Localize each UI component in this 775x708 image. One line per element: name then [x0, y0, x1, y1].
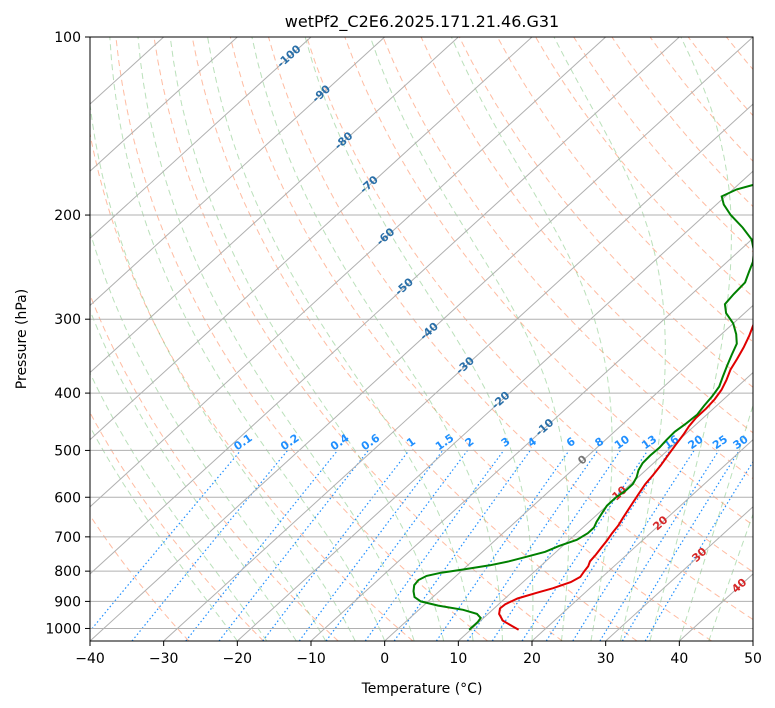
mixing-ratio-line	[466, 450, 599, 641]
moist-adiabat	[553, 37, 666, 641]
x-axis-label: Temperature (°C)	[361, 681, 483, 697]
dry-adiabat	[153, 37, 563, 641]
dewpoint-profile	[412, 183, 753, 631]
moist-adiabat	[90, 371, 268, 641]
mixing-ratio-line	[521, 450, 649, 641]
mixing-ratio-line	[491, 450, 621, 641]
dry-adiabat	[90, 411, 264, 641]
y-tick-label: 900	[54, 594, 81, 610]
isotherm-line	[531, 438, 753, 641]
mixing-ratio-line	[621, 450, 740, 641]
moist-adiabat	[649, 37, 732, 641]
isotherm-line	[90, 37, 680, 575]
y-tick-label: 600	[54, 490, 81, 506]
moist-adiabat	[678, 403, 753, 641]
mixing-ratio-line	[435, 450, 570, 641]
x-tick-label: 40	[670, 651, 688, 667]
x-tick-label: −20	[223, 651, 253, 667]
x-tick-label: −30	[149, 651, 179, 667]
x-tick-label: −40	[75, 651, 105, 667]
temperature-profile	[498, 322, 753, 631]
moist-adiabat	[90, 229, 327, 641]
mixing-ratio-line	[599, 450, 720, 641]
isotherm-line	[90, 37, 386, 307]
dry-adiabat	[191, 37, 638, 641]
isotherm-line	[236, 170, 753, 641]
moist-adiabat	[169, 37, 445, 641]
x-tick-label: 20	[523, 651, 541, 667]
x-tick-label: 50	[744, 651, 762, 667]
isotherm-line	[90, 37, 238, 172]
y-tick-label: 400	[54, 386, 81, 402]
mixing-ratio-line	[185, 450, 339, 641]
isotherm-line	[90, 37, 459, 374]
moist-adiabat	[90, 425, 238, 641]
isotherm-line	[90, 37, 753, 641]
plot-frame	[89, 36, 754, 642]
mixing-ratio-line	[262, 450, 410, 641]
x-tick-label: 10	[449, 651, 467, 667]
mixing-ratio-line	[572, 450, 695, 641]
isotherm-line	[457, 371, 753, 641]
x-tick-label: 30	[597, 651, 615, 667]
y-tick-label: 1000	[45, 621, 81, 637]
moist-adiabat	[708, 512, 753, 641]
mixing-ratio-line	[131, 450, 289, 641]
isotherm-line	[90, 37, 533, 441]
isotherm-line	[90, 37, 607, 508]
moist-adiabat	[450, 37, 613, 641]
isotherm-line	[90, 37, 312, 240]
mixing-ratio-line	[325, 450, 468, 641]
mixing-ratio-line	[298, 450, 444, 641]
dry-adiabat	[115, 37, 488, 641]
mixing-ratio-line	[545, 450, 671, 641]
mixing-ratio-label: 36	[751, 432, 771, 452]
dry-adiabat	[535, 37, 753, 298]
y-tick-label: 300	[54, 312, 81, 328]
x-tick-label: 0	[380, 651, 389, 667]
moist-adiabat	[90, 100, 356, 641]
moist-adiabat	[109, 37, 386, 641]
isotherm-line	[605, 506, 753, 641]
y-tick-label: 100	[54, 30, 81, 46]
dry-adiabat	[90, 131, 414, 641]
x-tick-label: −10	[296, 651, 326, 667]
mixing-ratio-line	[90, 450, 242, 632]
moist-adiabat	[207, 37, 474, 641]
isotherm-line	[163, 103, 753, 641]
series	[412, 183, 753, 631]
axes: −40 −30 −20 −10 0 10 20 30 40 50 100 200 300 400 500 60…	[45, 30, 762, 667]
y-tick-label: 200	[54, 208, 81, 224]
y-tick-label: 700	[54, 530, 81, 546]
y-tick-label: 800	[54, 564, 81, 580]
moist-adiabat	[369, 37, 570, 641]
mixing-ratio-line	[364, 450, 505, 641]
dry-adiabat	[306, 37, 753, 573]
dry-adiabat	[268, 37, 753, 621]
chart-title: wetPf2_C2E6.2025.171.21.46.G31	[285, 12, 559, 32]
y-tick-label: 500	[54, 443, 81, 459]
y-axis-label: Pressure (hPa)	[14, 289, 30, 389]
moist-adiabat	[251, 37, 503, 641]
dry-adiabat	[90, 514, 190, 641]
isotherm-line	[310, 237, 753, 641]
moist-adiabat	[304, 37, 534, 641]
isotherm-line	[384, 304, 753, 641]
